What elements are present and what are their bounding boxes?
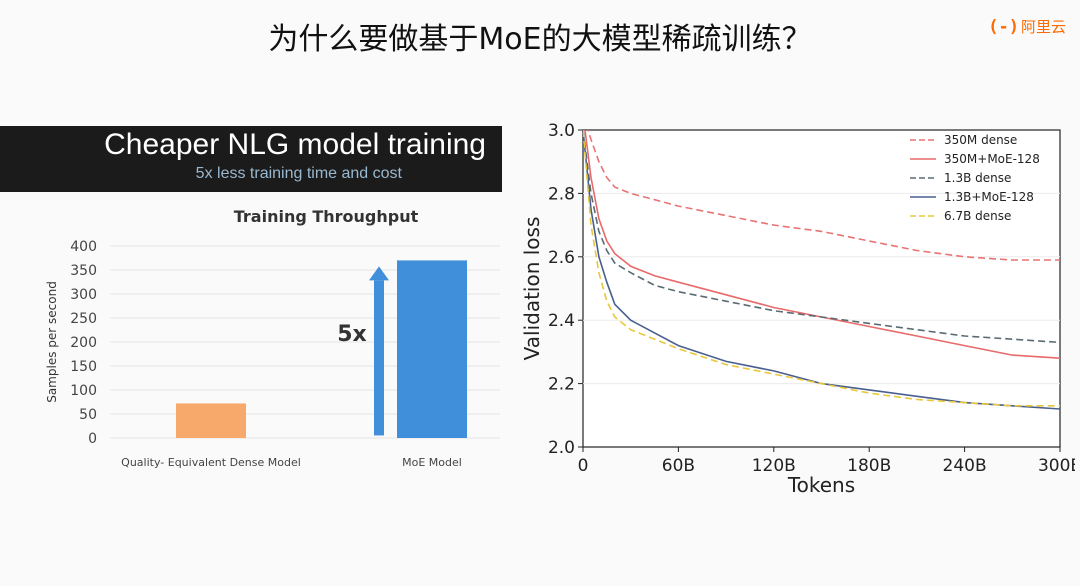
throughput-bar-chart: Training Throughput 0 50 100 150 200 250 300 350… [45,207,500,469]
logo-text: 阿里云 [1020,18,1066,36]
y-tick-label: 2.0 [548,438,575,458]
chart-title: Training Throughput [234,207,419,226]
legend-label-4: 1.3B+MoE-128 [944,190,1034,204]
banner-subtitle: 5x less training time and cost [195,165,402,182]
y-tick-label: 250 [70,311,97,327]
throughput-panel: Cheaper NLG model training 5x less train… [0,126,510,486]
x-tick-label: 0 [578,456,589,476]
growth-arrow-shaft [374,280,384,436]
category-label: MoE Model [402,456,462,469]
x-axis-label: Tokens [787,473,855,497]
banner: Cheaper NLG model training 5x less train… [0,126,502,192]
banner-title: Cheaper NLG model training [104,128,486,161]
series-line-1 [587,130,1060,261]
y-tick-label: 2.2 [548,375,575,395]
y-tick-label: 0 [88,431,97,447]
bar-2 [397,260,467,438]
y-tick-label: 2.6 [548,248,575,268]
aliyun-logo-icon: (-) [988,16,1019,37]
x-tick-label: 60B [662,456,695,476]
validation-loss-chart: 2.0 2.2 2.4 2.6 2.8 3.0 0 60B 120B 180B 240B 300B To… [520,121,1075,497]
growth-annotation: 5x [337,322,367,347]
x-tick-label: 240B [943,456,987,476]
y-tick-label: 2.8 [548,184,575,204]
y-tick-label: 200 [70,335,97,351]
x-tick-label: 120B [752,456,796,476]
y-axis-label: Samples per second [45,281,59,403]
legend-label-2: 350M+MoE-128 [944,152,1040,166]
series-line-4 [583,130,1060,410]
y-tick-label: 50 [79,407,97,423]
legend-label-1: 350M dense [944,133,1017,147]
y-tick-label: 400 [70,239,97,255]
y-axis-label: Validation loss [520,217,544,361]
y-tick-label: 350 [70,263,97,279]
plot-area [582,129,1061,448]
series-group [583,130,1060,410]
brand-logo: (-) 阿里云 [988,16,1066,37]
growth-arrow-head [369,266,389,281]
y-tick-label: 3.0 [548,121,575,141]
slide-title: 为什么要做基于MoE的大模型稀疏训练？ [268,22,812,57]
legend-label-5: 6.7B dense [944,209,1011,223]
category-label: Quality- Equivalent Dense Model [121,456,301,469]
series-line-3 [583,130,1060,344]
legend-label-3: 1.3B dense [944,171,1011,185]
y-tick-label: 300 [70,287,97,303]
x-tick-label: 300B [1038,456,1075,476]
y-tick-label: 150 [70,359,97,375]
y-tick-label: 100 [70,383,97,399]
x-tick-label: 180B [847,456,891,476]
bar-1 [176,403,246,438]
series-line-5 [583,130,1060,407]
series-line-2 [584,130,1060,359]
y-tick-label: 2.4 [548,311,575,331]
